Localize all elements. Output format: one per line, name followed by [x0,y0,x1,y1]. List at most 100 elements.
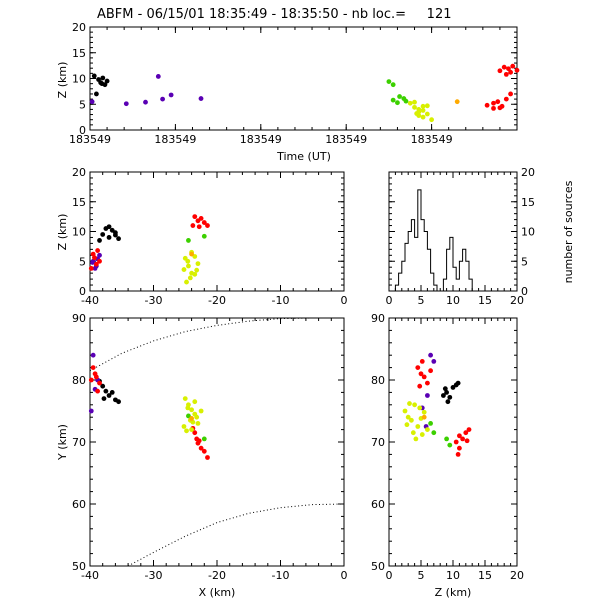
histogram-y-label: number of sources [562,180,575,283]
time-height-source-point [386,79,392,84]
plan-view-source-point [88,377,94,383]
time-height-source-point [412,104,417,110]
plan-view-source-point [181,424,187,429]
histogram-y-tick-label: 10 [521,226,535,239]
time-height-source-point [514,67,520,73]
time-height-source-point [91,73,97,79]
time-height-y-tick-label: 10 [72,73,86,86]
x-height-source-point [187,275,193,281]
histogram-y-tick-label: 20 [521,166,535,179]
time-height-source-point [424,103,430,109]
x-height-y-tick-label: 10 [72,226,86,239]
x-height-y-tick-label: 20 [72,166,86,179]
plan-view-source-point [101,396,107,401]
time-height-x-tick-label: 183549 [154,133,196,146]
x-height-source-point [100,232,106,237]
x-height-source-point [184,279,189,285]
z-plan-view-source-point [441,393,446,398]
z-plan-view-x-label: Z (km) [435,586,472,599]
x-height-y-tick-label: 15 [72,196,86,209]
z-plan-view-source-point [407,401,412,406]
x-height-source-point [205,223,210,228]
z-plan-view-source-point [428,421,433,426]
time-height-source-point [412,99,417,105]
z-plan-view-source-point [431,430,437,436]
x-height-source-point [106,224,112,230]
z-plan-view-source-point [455,452,461,457]
z-plan-view-source-point [428,368,433,374]
x-height-source-point [190,223,196,228]
x-height-source-point [185,258,191,264]
plan-view-source-point [189,427,195,432]
z-plan-view-source-point [457,433,462,439]
z-plan-view-source-point [421,374,427,380]
z-plan-view-source-point [421,409,427,415]
plan-view-y-tick-label: 60 [72,498,86,511]
plan-view-source-point [97,380,102,386]
time-height-source-point [395,100,400,106]
time-height-source-point [143,99,148,105]
x-height-x-tick-label: -20 [208,294,226,307]
time-height-source-point [454,99,460,105]
x-height-source-point [186,238,191,243]
x-height-x-tick-label: -40 [81,294,99,307]
time-height-y-tick-label: 5 [79,98,86,111]
z-plan-view-source-point [444,436,449,442]
time-height-source-point [198,96,204,101]
plan-view-source-point [201,448,207,454]
z-plan-view-source-point [425,427,430,432]
time-height-source-point [104,78,110,84]
x-height-x-tick-label: -30 [145,294,163,307]
plan-view-source-point [198,408,204,414]
plan-view-y-tick-label: 90 [72,312,86,325]
plan-view-source-point [90,365,96,370]
z-plan-view-source-point [415,365,421,370]
time-height-source-point [100,75,106,81]
time-height-source-point [420,108,426,113]
time-height-source-point [99,81,105,87]
x-height-source-point [97,252,102,258]
x-height-source-point [113,230,118,236]
z-plan-view-source-point [405,414,411,420]
x-height-source-point [88,265,94,271]
time-height-source-point [495,99,501,105]
plan-view-y-tick-label: 80 [72,374,86,387]
time-height-source-point [123,101,129,107]
time-height-x-tick-label: 183549 [411,133,453,146]
time-height-source-point [397,94,402,99]
z-plan-view-source-point [413,436,419,442]
z-plan-view-source-point [442,386,448,392]
z-plan-view-source-point [425,380,430,386]
z-plan-view-source-point [419,432,425,437]
plan-view-source-point [93,374,99,380]
z-plan-view-source-point [463,430,469,436]
plan-view-source-point [195,421,201,426]
z-plan-view-panel: 0 5 10 15 20 50 60 70 80 90 Z (km) [371,312,524,599]
plan-view-source-point [201,436,207,442]
z-plan-view-source-point [417,405,423,411]
time-height-x-tick-label: 183549 [240,133,282,146]
z-plan-view-source-point [447,442,453,448]
plan-view-source-point [189,407,195,413]
plan-view-source-point [100,383,106,389]
time-height-x-label: Time (UT) [276,150,331,163]
x-height-source-point [186,263,191,269]
plan-view-source-point [189,416,195,421]
plan-view-source-point [196,438,202,444]
x-height-source-point [196,224,202,230]
x-height-source-point [97,258,102,264]
histogram-steps [394,189,517,292]
time-height-source-point [89,99,95,105]
range-arc [89,317,344,372]
plan-view-source-point [192,430,198,436]
x-height-source-point [92,265,98,271]
z-plan-view-x-tick-label: 10 [446,569,460,582]
histogram-y-tick-label: 15 [521,196,535,209]
z-plan-view-source-point [409,417,414,423]
z-plan-view-source-point [402,408,408,414]
time-height-y-tick-label: 15 [72,47,86,60]
time-height-source-point [403,98,409,104]
z-plan-view-source-point [455,380,461,386]
